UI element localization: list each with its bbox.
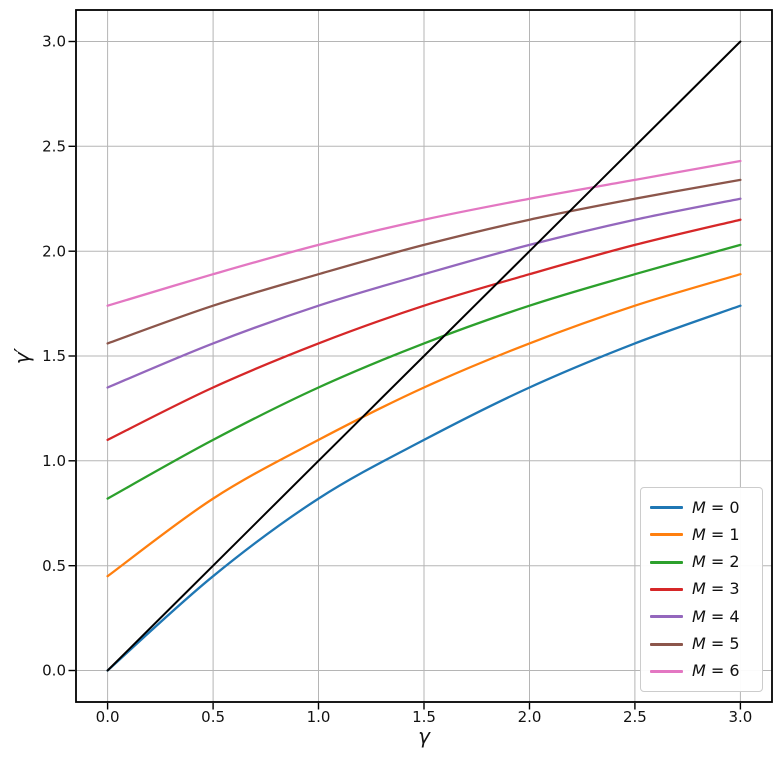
legend-label: M = 1 xyxy=(692,524,740,544)
curve-M=2 xyxy=(106,243,742,500)
x-tick-label: 0.5 xyxy=(201,708,225,726)
legend-line-sample xyxy=(650,587,683,591)
legend-label-value: = 6 xyxy=(705,661,740,681)
y-tick-label: 0.0 xyxy=(42,662,66,680)
legend-label-variable: M xyxy=(692,579,706,599)
legend-label-value: = 5 xyxy=(705,634,740,654)
legend-label: M = 6 xyxy=(692,663,740,679)
x-tick-label: 2.0 xyxy=(518,708,542,726)
curve-M=3 xyxy=(106,218,742,442)
legend-item-M=2: M = 2 xyxy=(650,549,753,576)
y-tick-label: 0.5 xyxy=(42,557,66,575)
legend-label-value: = 2 xyxy=(705,552,740,572)
legend-label: M = 2 xyxy=(692,554,740,570)
curve-M=4 xyxy=(106,197,742,389)
x-tick-label: 3.0 xyxy=(728,708,752,726)
x-tick-label: 2.5 xyxy=(623,708,647,726)
legend-label: M = 3 xyxy=(692,581,740,597)
legend-label: M = 4 xyxy=(692,606,740,626)
legend-label-variable: M xyxy=(692,552,706,572)
legend-line-sample xyxy=(650,642,683,646)
legend-item-M=6: M = 6 xyxy=(650,658,753,685)
legend-line-sample xyxy=(650,560,683,564)
legend-label-value: = 4 xyxy=(705,606,740,626)
legend-label: M = 0 xyxy=(692,497,740,517)
y-axis-label: γ′ xyxy=(10,347,34,365)
y-tick-label: 2.5 xyxy=(42,138,66,156)
legend-label-value: = 3 xyxy=(705,579,740,599)
axes-frame xyxy=(75,9,773,703)
y-tick-label: 1.0 xyxy=(42,452,66,470)
legend-label-value: = 0 xyxy=(705,497,740,517)
curve-M=0 xyxy=(106,304,742,672)
y-tick-label: 2.0 xyxy=(42,242,66,260)
curve-M=6 xyxy=(106,159,742,307)
legend-line-sample xyxy=(650,615,683,619)
legend-label-variable: M xyxy=(692,661,706,681)
legend-line-sample xyxy=(650,506,683,510)
legend-label-variable: M xyxy=(692,606,706,626)
legend-label-variable: M xyxy=(692,524,706,544)
curve-M=5 xyxy=(106,178,742,345)
legend-line-sample xyxy=(650,533,683,537)
legend-item-M=1: M = 1 xyxy=(650,521,753,548)
y-tick-label: 3.0 xyxy=(42,33,66,51)
legend-label-variable: M xyxy=(692,497,706,517)
legend-label: M = 5 xyxy=(692,636,740,652)
x-tick-label: 1.0 xyxy=(307,708,331,726)
legend-label-variable: M xyxy=(692,634,706,654)
legend-line-sample xyxy=(650,669,683,673)
reference-line xyxy=(106,40,742,672)
legend-item-M=5: M = 5 xyxy=(650,631,753,658)
legend-label-value: = 1 xyxy=(705,524,740,544)
x-tick-label: 1.5 xyxy=(412,708,436,726)
legend-item-M=0: M = 0 xyxy=(650,494,753,521)
y-tick-label: 1.5 xyxy=(42,347,66,365)
legend-item-M=4: M = 4 xyxy=(650,603,753,630)
curve-M=1 xyxy=(106,273,742,578)
legend-item-M=3: M = 3 xyxy=(650,576,753,603)
x-axis-label: γ xyxy=(418,724,430,748)
x-tick-label: 0.0 xyxy=(96,708,120,726)
